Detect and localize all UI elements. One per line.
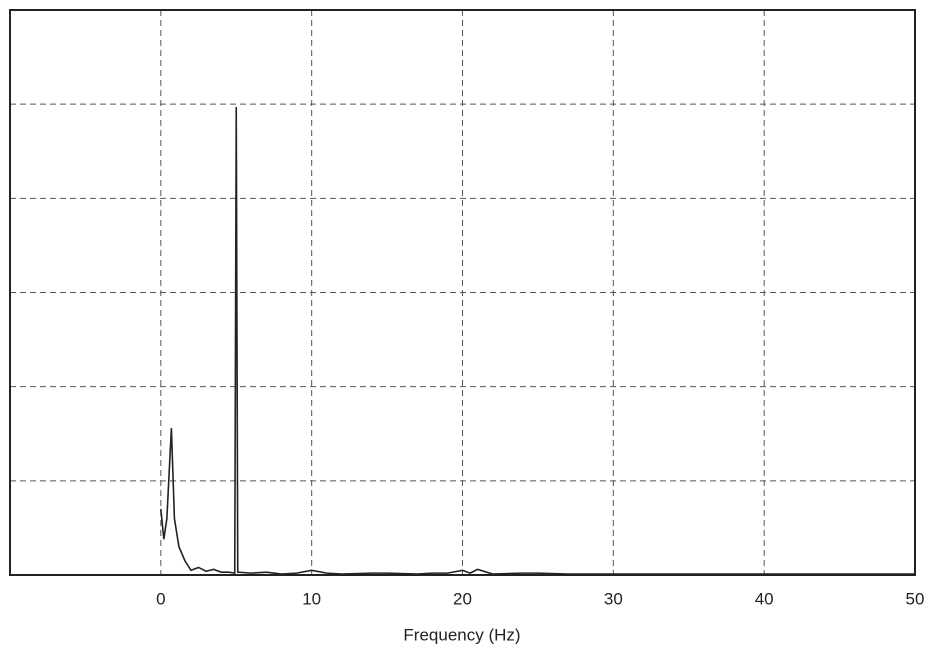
x-tick-label: 0	[156, 589, 165, 608]
x-tick-label: 50	[906, 589, 925, 608]
spectrum-line	[161, 107, 915, 574]
x-tick-label: 20	[453, 589, 472, 608]
chart: Frequency (Hz) 0 10 20 30 40 50	[0, 0, 933, 652]
x-tick-label: 40	[755, 589, 774, 608]
x-tick-label: 10	[302, 589, 321, 608]
x-tick-label: 30	[604, 589, 623, 608]
x-axis-label: Frequency (Hz)	[403, 625, 520, 644]
